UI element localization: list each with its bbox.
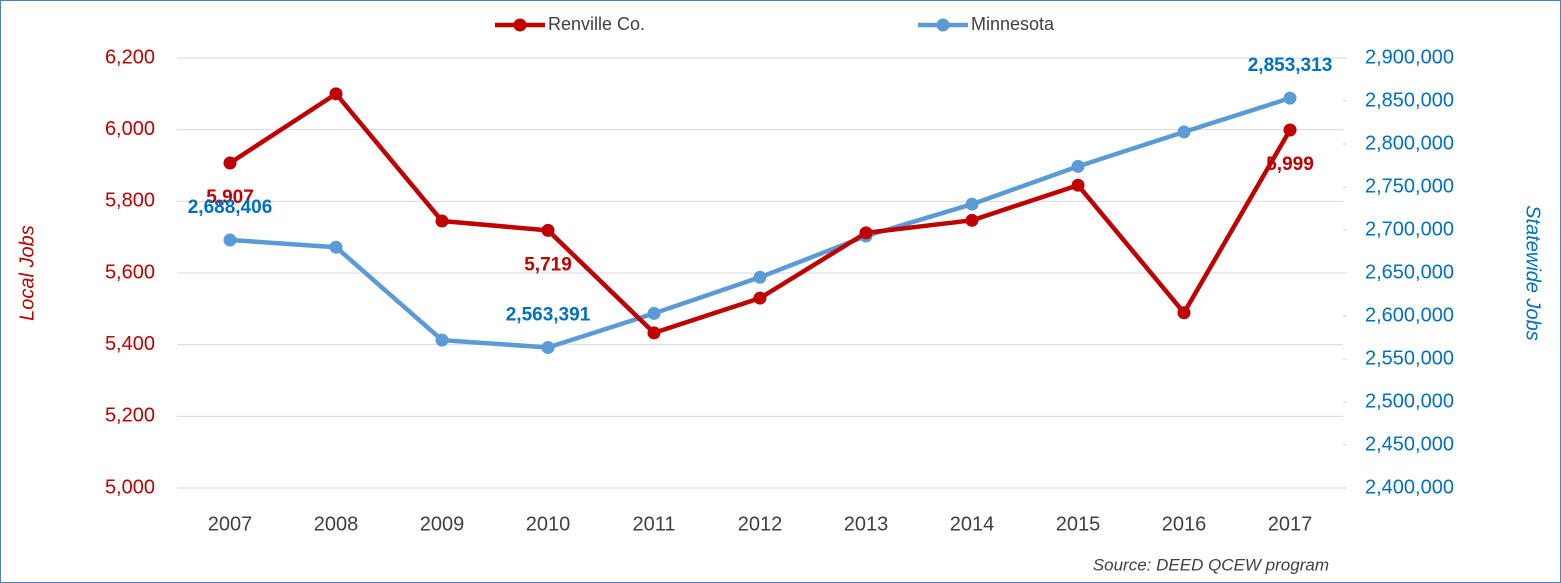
y2-tick-label: 2,800,000 xyxy=(1365,132,1454,154)
data-point xyxy=(859,226,873,240)
data-point xyxy=(753,270,767,284)
legend-label: Minnesota xyxy=(971,14,1055,34)
x-tick-label: 2015 xyxy=(1056,513,1101,535)
y2-tick-label: 2,450,000 xyxy=(1365,433,1454,455)
data-point xyxy=(1283,91,1297,105)
y2-axis-title: Statewide Jobs xyxy=(1522,205,1544,341)
data-point xyxy=(1177,125,1191,139)
y2-tick-label: 2,700,000 xyxy=(1365,218,1454,240)
x-tick-label: 2014 xyxy=(950,513,995,535)
y2-tick-label: 2,500,000 xyxy=(1365,390,1454,412)
y-tick-label: 6,200 xyxy=(105,46,155,68)
y-tick-label: 5,800 xyxy=(105,190,155,212)
y2-tick-label: 2,600,000 xyxy=(1365,304,1454,326)
x-tick-label: 2011 xyxy=(632,513,675,535)
data-label: 2,853,313 xyxy=(1248,55,1333,76)
data-label: 5,719 xyxy=(524,254,572,275)
data-point xyxy=(1283,123,1297,137)
y-tick-label: 5,400 xyxy=(105,333,155,355)
data-label: 2,688,406 xyxy=(188,197,273,218)
data-point xyxy=(647,326,661,340)
y2-tick-label: 2,650,000 xyxy=(1365,261,1454,283)
data-label: 2,563,391 xyxy=(506,304,591,325)
y-tick-label: 6,000 xyxy=(105,118,155,140)
y2-tick-label: 2,900,000 xyxy=(1365,46,1454,68)
data-point xyxy=(965,213,979,227)
y-axis-title: Local Jobs xyxy=(16,225,38,321)
legend-label: Renville Co. xyxy=(548,14,645,34)
data-point xyxy=(435,333,449,347)
data-point xyxy=(965,197,979,211)
data-label: 5,999 xyxy=(1266,154,1314,175)
y2-tick-label: 2,550,000 xyxy=(1365,347,1454,369)
data-point xyxy=(753,291,767,305)
source-note: Source: DEED QCEW program xyxy=(1093,555,1329,574)
data-point xyxy=(223,233,237,247)
data-point xyxy=(329,240,343,254)
data-point xyxy=(223,156,237,170)
data-point xyxy=(647,306,661,320)
data-point xyxy=(329,87,343,101)
y2-tick-label: 2,850,000 xyxy=(1365,89,1454,111)
x-tick-label: 2013 xyxy=(844,513,889,535)
y2-tick-label: 2,400,000 xyxy=(1365,476,1454,498)
x-tick-label: 2007 xyxy=(208,513,253,535)
y-tick-label: 5,000 xyxy=(105,476,155,498)
x-tick-label: 2009 xyxy=(420,513,465,535)
y-tick-label: 5,600 xyxy=(105,261,155,283)
legend-marker xyxy=(513,18,527,32)
x-tick-label: 2012 xyxy=(738,513,783,535)
legend-marker xyxy=(936,18,950,32)
data-point xyxy=(1071,178,1085,192)
data-point xyxy=(541,223,555,237)
x-tick-label: 2016 xyxy=(1162,513,1207,535)
data-point xyxy=(1177,306,1191,320)
data-point xyxy=(435,214,449,228)
y2-tick-label: 2,750,000 xyxy=(1365,175,1454,197)
data-label: 5,907 xyxy=(206,187,254,208)
x-tick-label: 2017 xyxy=(1268,513,1313,535)
data-point xyxy=(541,340,555,354)
x-tick-label: 2008 xyxy=(314,513,359,535)
x-tick-label: 2010 xyxy=(526,513,571,535)
data-point xyxy=(1071,159,1085,173)
y-tick-label: 5,200 xyxy=(105,405,155,427)
